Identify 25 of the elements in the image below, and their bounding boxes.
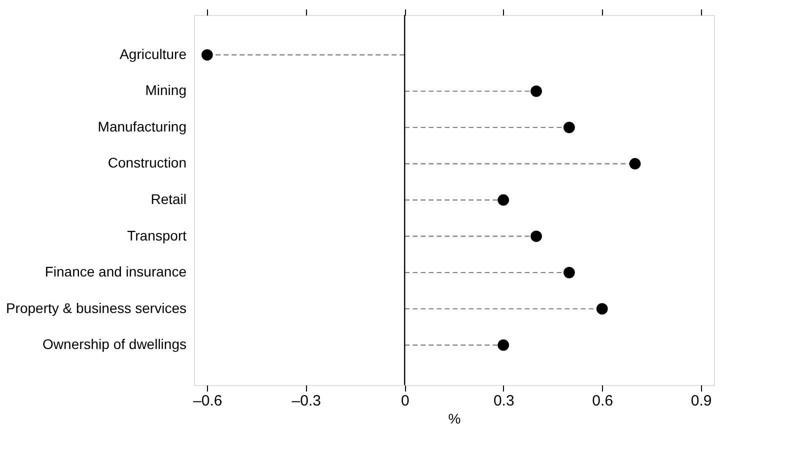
point (563, 266, 575, 278)
x-tick-label: 0 (400, 392, 410, 410)
x-tick-label: 0.6 (592, 392, 614, 410)
x-tick-label: –0.3 (292, 392, 321, 410)
point (498, 194, 510, 206)
point (629, 158, 641, 170)
y-tick-label: Agriculture (120, 46, 187, 62)
y-tick-label: Finance and insurance (44, 264, 187, 280)
y-tick-label: Ownership of dwellings (42, 336, 186, 352)
point (201, 49, 213, 61)
y-tick-label: Mining (145, 82, 186, 98)
x-tick-label: 0.3 (493, 392, 514, 410)
point (498, 339, 510, 351)
x-axis-title: % (448, 410, 461, 426)
y-tick-label: Property & business services (6, 300, 186, 316)
point (563, 122, 575, 134)
point (596, 303, 608, 315)
x-tick-label: –0.6 (193, 392, 222, 410)
y-tick-label: Transport (127, 227, 187, 244)
x-tick-label: 0.9 (690, 392, 712, 410)
y-tick-label: Retail (150, 191, 186, 207)
point (530, 85, 542, 97)
y-tick-label: Manufacturing (98, 118, 186, 134)
point (530, 230, 542, 242)
y-tick-label: Construction (108, 154, 186, 171)
